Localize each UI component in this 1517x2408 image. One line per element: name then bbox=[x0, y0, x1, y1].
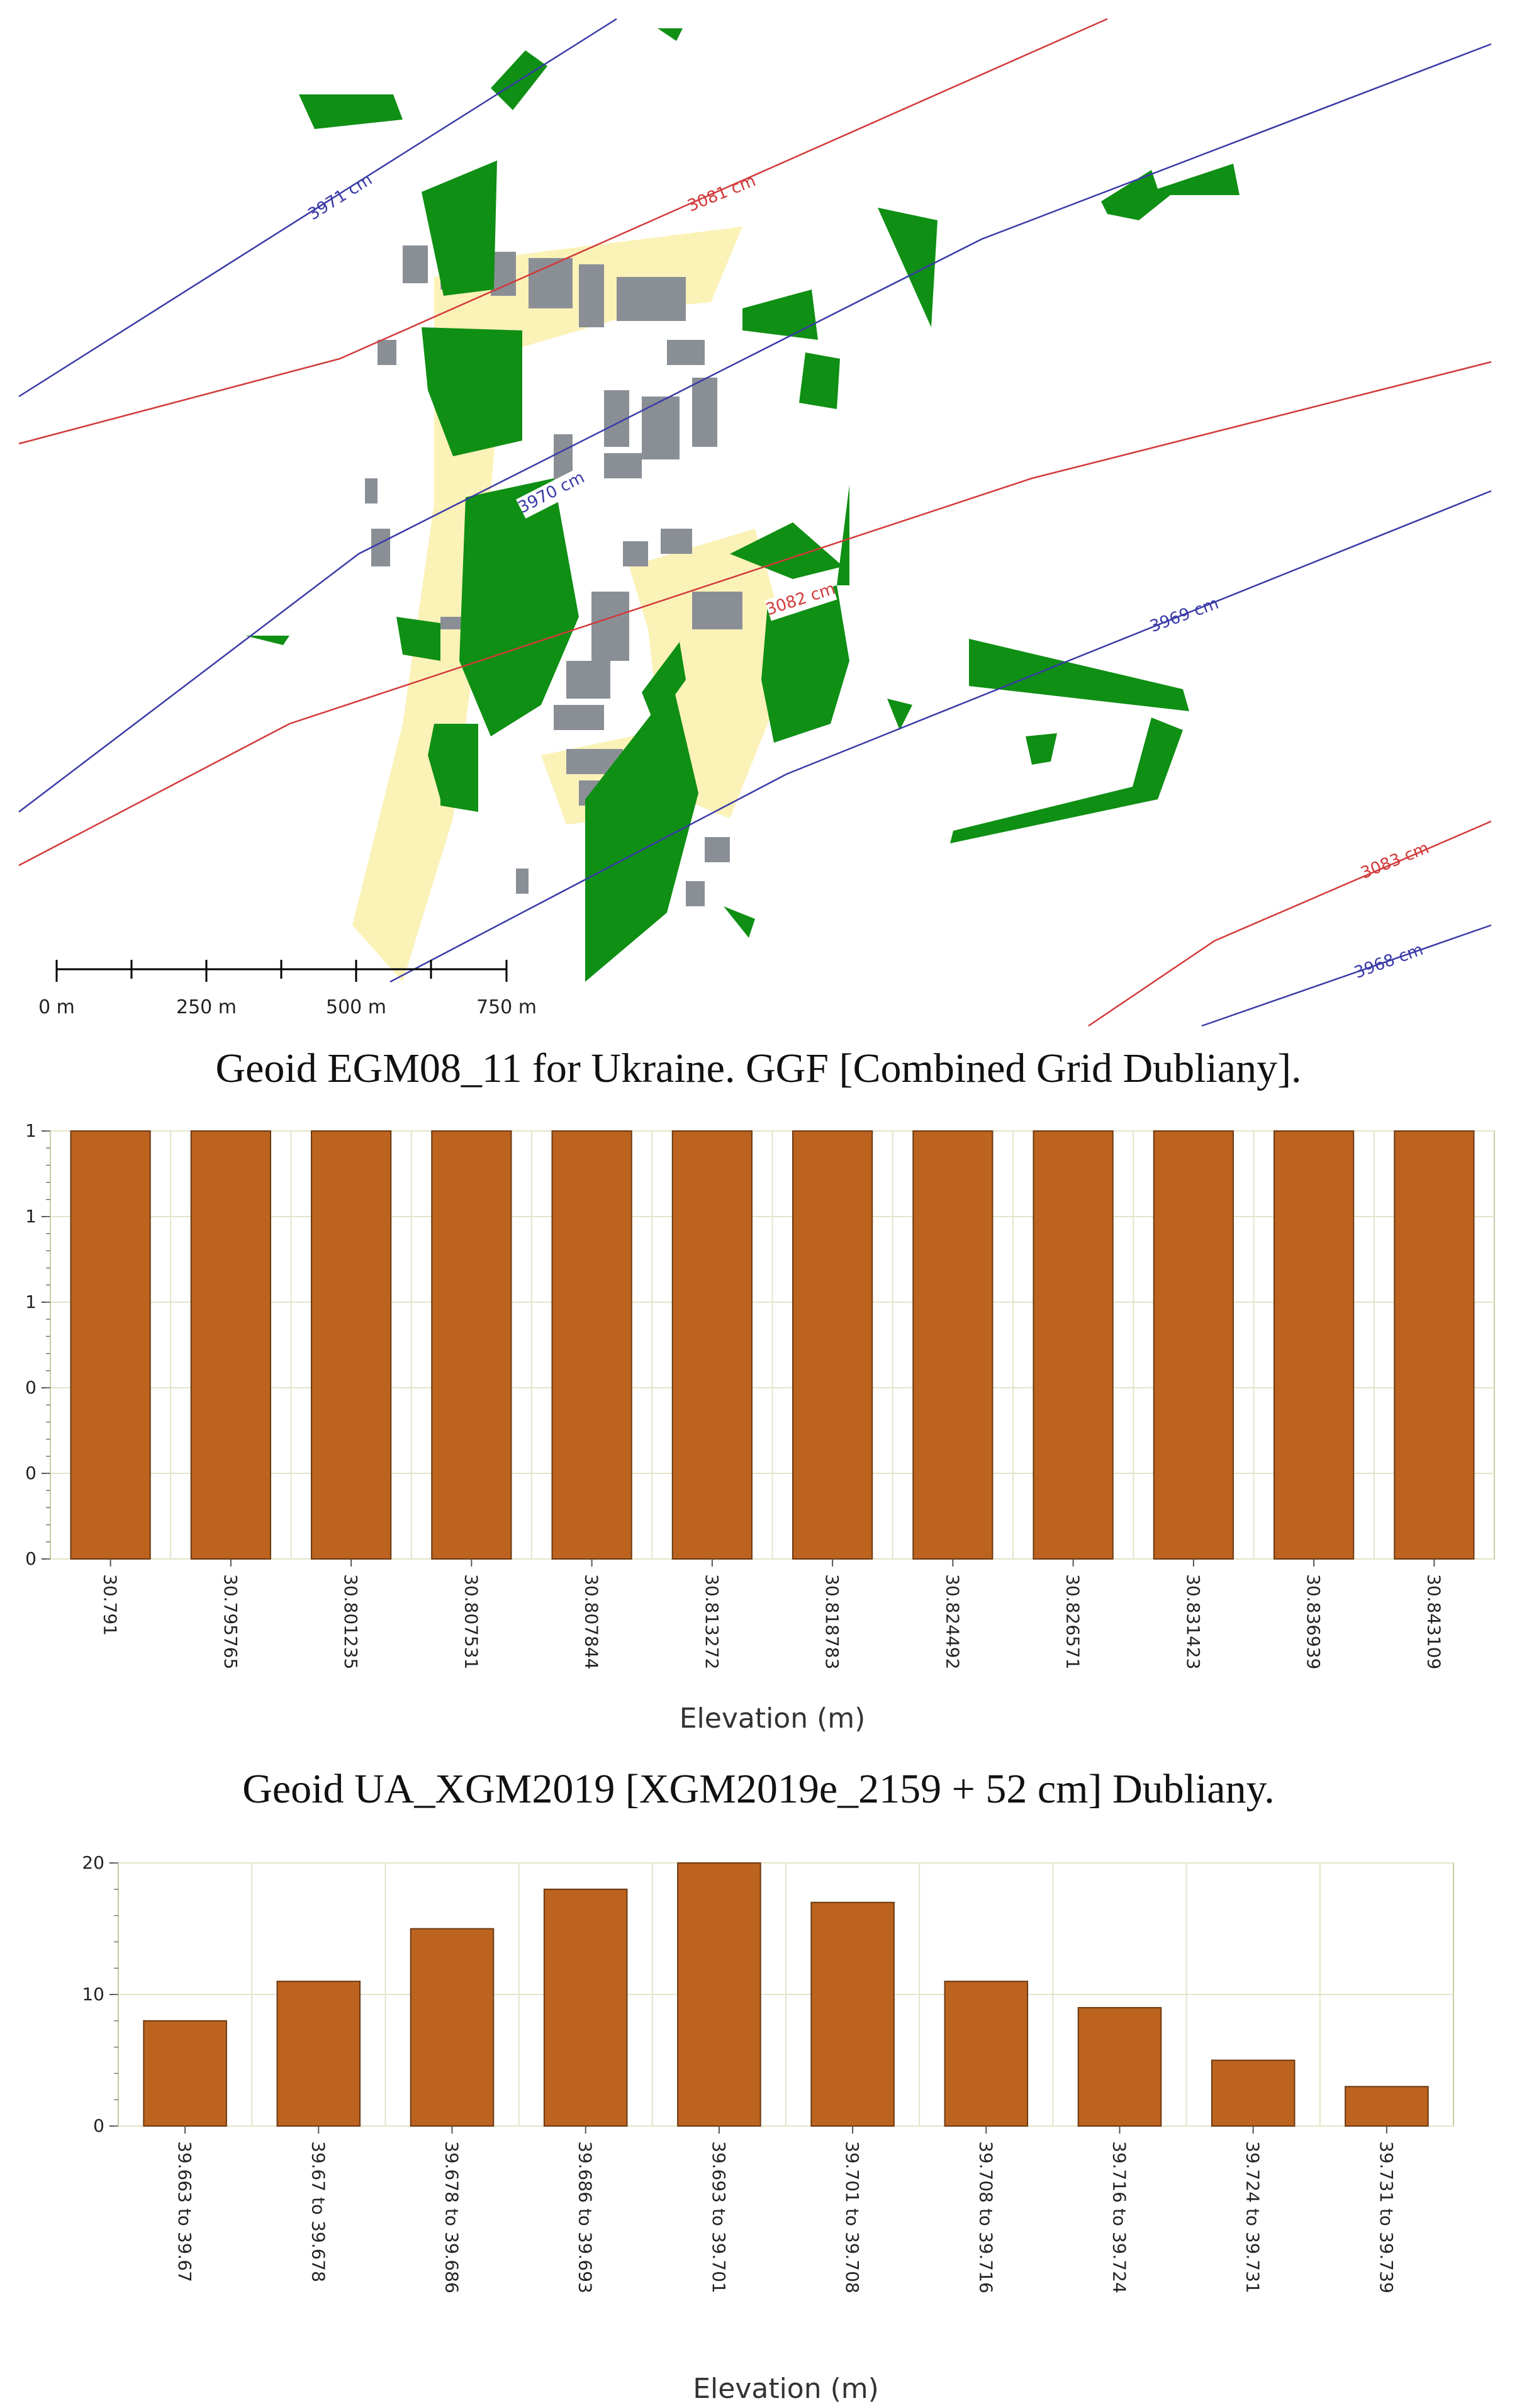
x-tick-label: 30.807844 bbox=[581, 1574, 602, 1669]
x-tick-label: 39.67 to 39.678 bbox=[308, 2141, 328, 2282]
contour-line-3082 bbox=[18, 361, 1492, 867]
bar bbox=[671, 1130, 753, 1560]
scale-bar bbox=[55, 960, 508, 982]
y-tick-label: 0 bbox=[93, 2115, 104, 2136]
x-tick-label: 39.686 to 39.693 bbox=[575, 2141, 596, 2293]
contour-label: 3971 cm bbox=[305, 170, 376, 224]
y-tick-label: 1 bbox=[25, 1206, 36, 1227]
bar bbox=[792, 1130, 873, 1560]
contour-label: 3969 cm bbox=[1148, 594, 1221, 636]
bar bbox=[1394, 1130, 1475, 1560]
contour-line-3971 bbox=[18, 18, 617, 398]
x-tick-label: 39.663 to 39.67 bbox=[174, 2141, 195, 2282]
contour-label: 3968 cm bbox=[1352, 940, 1426, 982]
map-panel: 3971 cm 3081 cm 3970 cm 3082 cm 3969 cm … bbox=[18, 18, 1492, 1027]
bar bbox=[143, 2020, 227, 2127]
x-tick-label: 30.824492 bbox=[942, 1574, 963, 1669]
contour-label: 3081 cm bbox=[685, 171, 759, 216]
x-tick-label: 30.826571 bbox=[1063, 1574, 1083, 1669]
x-tick-label: 30.807531 bbox=[461, 1574, 481, 1669]
bar bbox=[912, 1130, 994, 1560]
bar bbox=[1077, 2006, 1162, 2127]
bar bbox=[311, 1130, 392, 1560]
x-tick-label: 39.693 to 39.701 bbox=[708, 2141, 729, 2293]
y-tick-label: 0 bbox=[25, 1463, 36, 1483]
y-tick-label: 0 bbox=[25, 1377, 36, 1398]
x-tick-label: 39.678 to 39.686 bbox=[442, 2141, 462, 2293]
caption-second: Geoid UA_XGM2019 [XGM2019e_2159 + 52 cm]… bbox=[242, 1766, 1275, 1812]
bar bbox=[276, 1981, 361, 2127]
bar bbox=[677, 1862, 761, 2127]
scale-label: 750 m bbox=[476, 996, 537, 1018]
y-tick-label: 0 bbox=[25, 1548, 36, 1569]
x-tick-label: 39.701 to 39.708 bbox=[842, 2141, 863, 2293]
scale-label: 0 m bbox=[38, 996, 75, 1018]
x-tick-label: 30.795765 bbox=[220, 1574, 241, 1669]
bar bbox=[1345, 2086, 1429, 2127]
bar bbox=[810, 1901, 895, 2127]
bar bbox=[190, 1130, 271, 1560]
contour-line-3081 bbox=[18, 18, 1108, 445]
caption-first: Geoid EGM08_11 for Ukraine. GGF [Combine… bbox=[215, 1045, 1302, 1091]
x-tick-label: 30.836939 bbox=[1303, 1574, 1324, 1669]
x-tick-label: 30.818783 bbox=[822, 1574, 842, 1669]
bar bbox=[1153, 1130, 1234, 1560]
bar bbox=[543, 1888, 628, 2127]
bar bbox=[410, 1928, 495, 2127]
scale-label: 250 m bbox=[176, 996, 237, 1018]
bar bbox=[551, 1130, 632, 1560]
x-tick-label: 39.731 to 39.739 bbox=[1376, 2141, 1397, 2293]
x-tick-label: 39.724 to 39.731 bbox=[1243, 2141, 1263, 2293]
vegetation-areas bbox=[245, 28, 1240, 982]
bar bbox=[944, 1981, 1029, 2127]
contour-line-3969 bbox=[389, 490, 1492, 983]
bar bbox=[431, 1130, 512, 1560]
x-tick-label: 30.791 bbox=[100, 1574, 121, 1636]
x-tick-label: 30.813272 bbox=[702, 1574, 722, 1669]
y-tick-label: 20 bbox=[82, 1852, 104, 1873]
y-tick-label: 10 bbox=[82, 1984, 104, 2005]
bar bbox=[1273, 1130, 1355, 1560]
y-tick-label: 1 bbox=[25, 1291, 36, 1312]
x-tick-label: 39.716 to 39.724 bbox=[1109, 2141, 1130, 2293]
scale-label: 500 m bbox=[326, 996, 386, 1018]
x-axis-title: Elevation (m) bbox=[693, 2373, 879, 2404]
x-tick-label: 30.843109 bbox=[1423, 1574, 1444, 1669]
contour-label: 3083 cm bbox=[1358, 838, 1432, 883]
histogram-egm08: 0 0 0 1 1 1 30.791 30.795765 30.801235 30.807531 3… bbox=[25, 1120, 1495, 1735]
contour-line-3083 bbox=[1088, 820, 1492, 1027]
contour-line-3970 bbox=[18, 43, 1492, 813]
bar bbox=[70, 1130, 151, 1560]
y-tick-label: 1 bbox=[25, 1120, 36, 1141]
contour-lines bbox=[18, 18, 1492, 1027]
x-tick-label: 39.708 to 39.716 bbox=[975, 2141, 996, 2293]
x-tick-label: 30.831423 bbox=[1183, 1574, 1204, 1669]
histogram-xgm2019: 0 10 20 39.663 to 39.67 39.67 to 39.678 39.67… bbox=[82, 1852, 1454, 2404]
bar bbox=[1033, 1130, 1114, 1560]
x-tick-label: 30.801235 bbox=[340, 1574, 361, 1669]
contour-line-3968 bbox=[1201, 924, 1492, 1027]
x-axis-title: Elevation (m) bbox=[680, 1702, 866, 1735]
bar bbox=[1211, 2059, 1296, 2127]
